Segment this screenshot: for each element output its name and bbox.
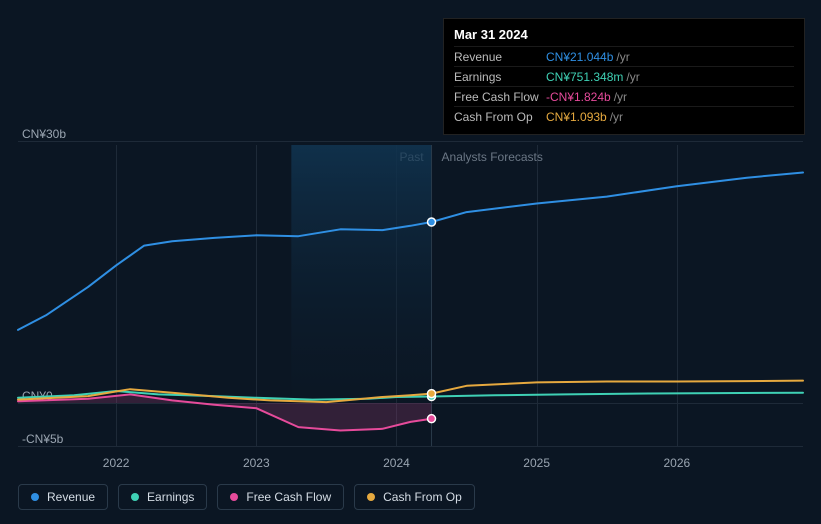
tooltip-row-suffix: /yr [626, 68, 639, 86]
x-axis-label: 2022 [103, 456, 130, 470]
x-axis-label: 2025 [523, 456, 550, 470]
legend-item-earnings[interactable]: Earnings [118, 484, 207, 510]
x-axis-label: 2026 [663, 456, 690, 470]
tooltip-row-value: CN¥751.348m [546, 68, 623, 86]
tooltip-row-suffix: /yr [614, 88, 627, 106]
legend-dot-icon [367, 493, 375, 501]
gridline [18, 141, 803, 142]
vgridline [116, 145, 117, 446]
vgridline [396, 145, 397, 446]
legend-dot-icon [230, 493, 238, 501]
y-axis-label: -CN¥5b [22, 432, 63, 446]
legend-label: Revenue [47, 490, 95, 504]
x-axis-label: 2023 [243, 456, 270, 470]
legend-label: Free Cash Flow [246, 490, 331, 504]
chart-legend: Revenue Earnings Free Cash Flow Cash From O… [18, 484, 475, 510]
financials-chart: CN¥30b CN¥0 -CN¥5b 2022 2023 2024 2025 2026 Past… [0, 0, 821, 524]
gridline [18, 446, 803, 447]
tooltip-row: EarningsCN¥751.348m/yr [454, 66, 794, 86]
x-axis-label: 2024 [383, 456, 410, 470]
gridline [18, 403, 803, 404]
tooltip-row-value: CN¥21.044b [546, 48, 613, 66]
vgridline [677, 145, 678, 446]
tooltip-row-value: CN¥1.093b [546, 108, 607, 126]
tooltip-row: Free Cash Flow-CN¥1.824b/yr [454, 86, 794, 106]
tooltip-row-suffix: /yr [610, 108, 623, 126]
tooltip-row-label: Revenue [454, 48, 546, 66]
tooltip-row: RevenueCN¥21.044b/yr [454, 46, 794, 66]
legend-dot-icon [131, 493, 139, 501]
chart-tooltip: Mar 31 2024 RevenueCN¥21.044b/yrEarnings… [443, 18, 805, 135]
tooltip-row-value: -CN¥1.824b [546, 88, 611, 106]
vgridline [537, 145, 538, 446]
tooltip-row-label: Free Cash Flow [454, 88, 546, 106]
y-axis-label: CN¥30b [22, 127, 66, 141]
legend-item-cfo[interactable]: Cash From Op [354, 484, 475, 510]
tooltip-row-label: Earnings [454, 68, 546, 86]
legend-item-fcf[interactable]: Free Cash Flow [217, 484, 344, 510]
vgridline [256, 145, 257, 446]
past-region-label: Past [400, 150, 424, 164]
legend-item-revenue[interactable]: Revenue [18, 484, 108, 510]
legend-label: Cash From Op [383, 490, 462, 504]
forecast-region-label: Analysts Forecasts [442, 150, 543, 164]
tooltip-date: Mar 31 2024 [454, 27, 794, 42]
tooltip-row-suffix: /yr [616, 48, 629, 66]
legend-label: Earnings [147, 490, 194, 504]
y-axis-label: CN¥0 [22, 389, 53, 403]
tooltip-row: Cash From OpCN¥1.093b/yr [454, 106, 794, 126]
tooltip-row-label: Cash From Op [454, 108, 546, 126]
legend-dot-icon [31, 493, 39, 501]
